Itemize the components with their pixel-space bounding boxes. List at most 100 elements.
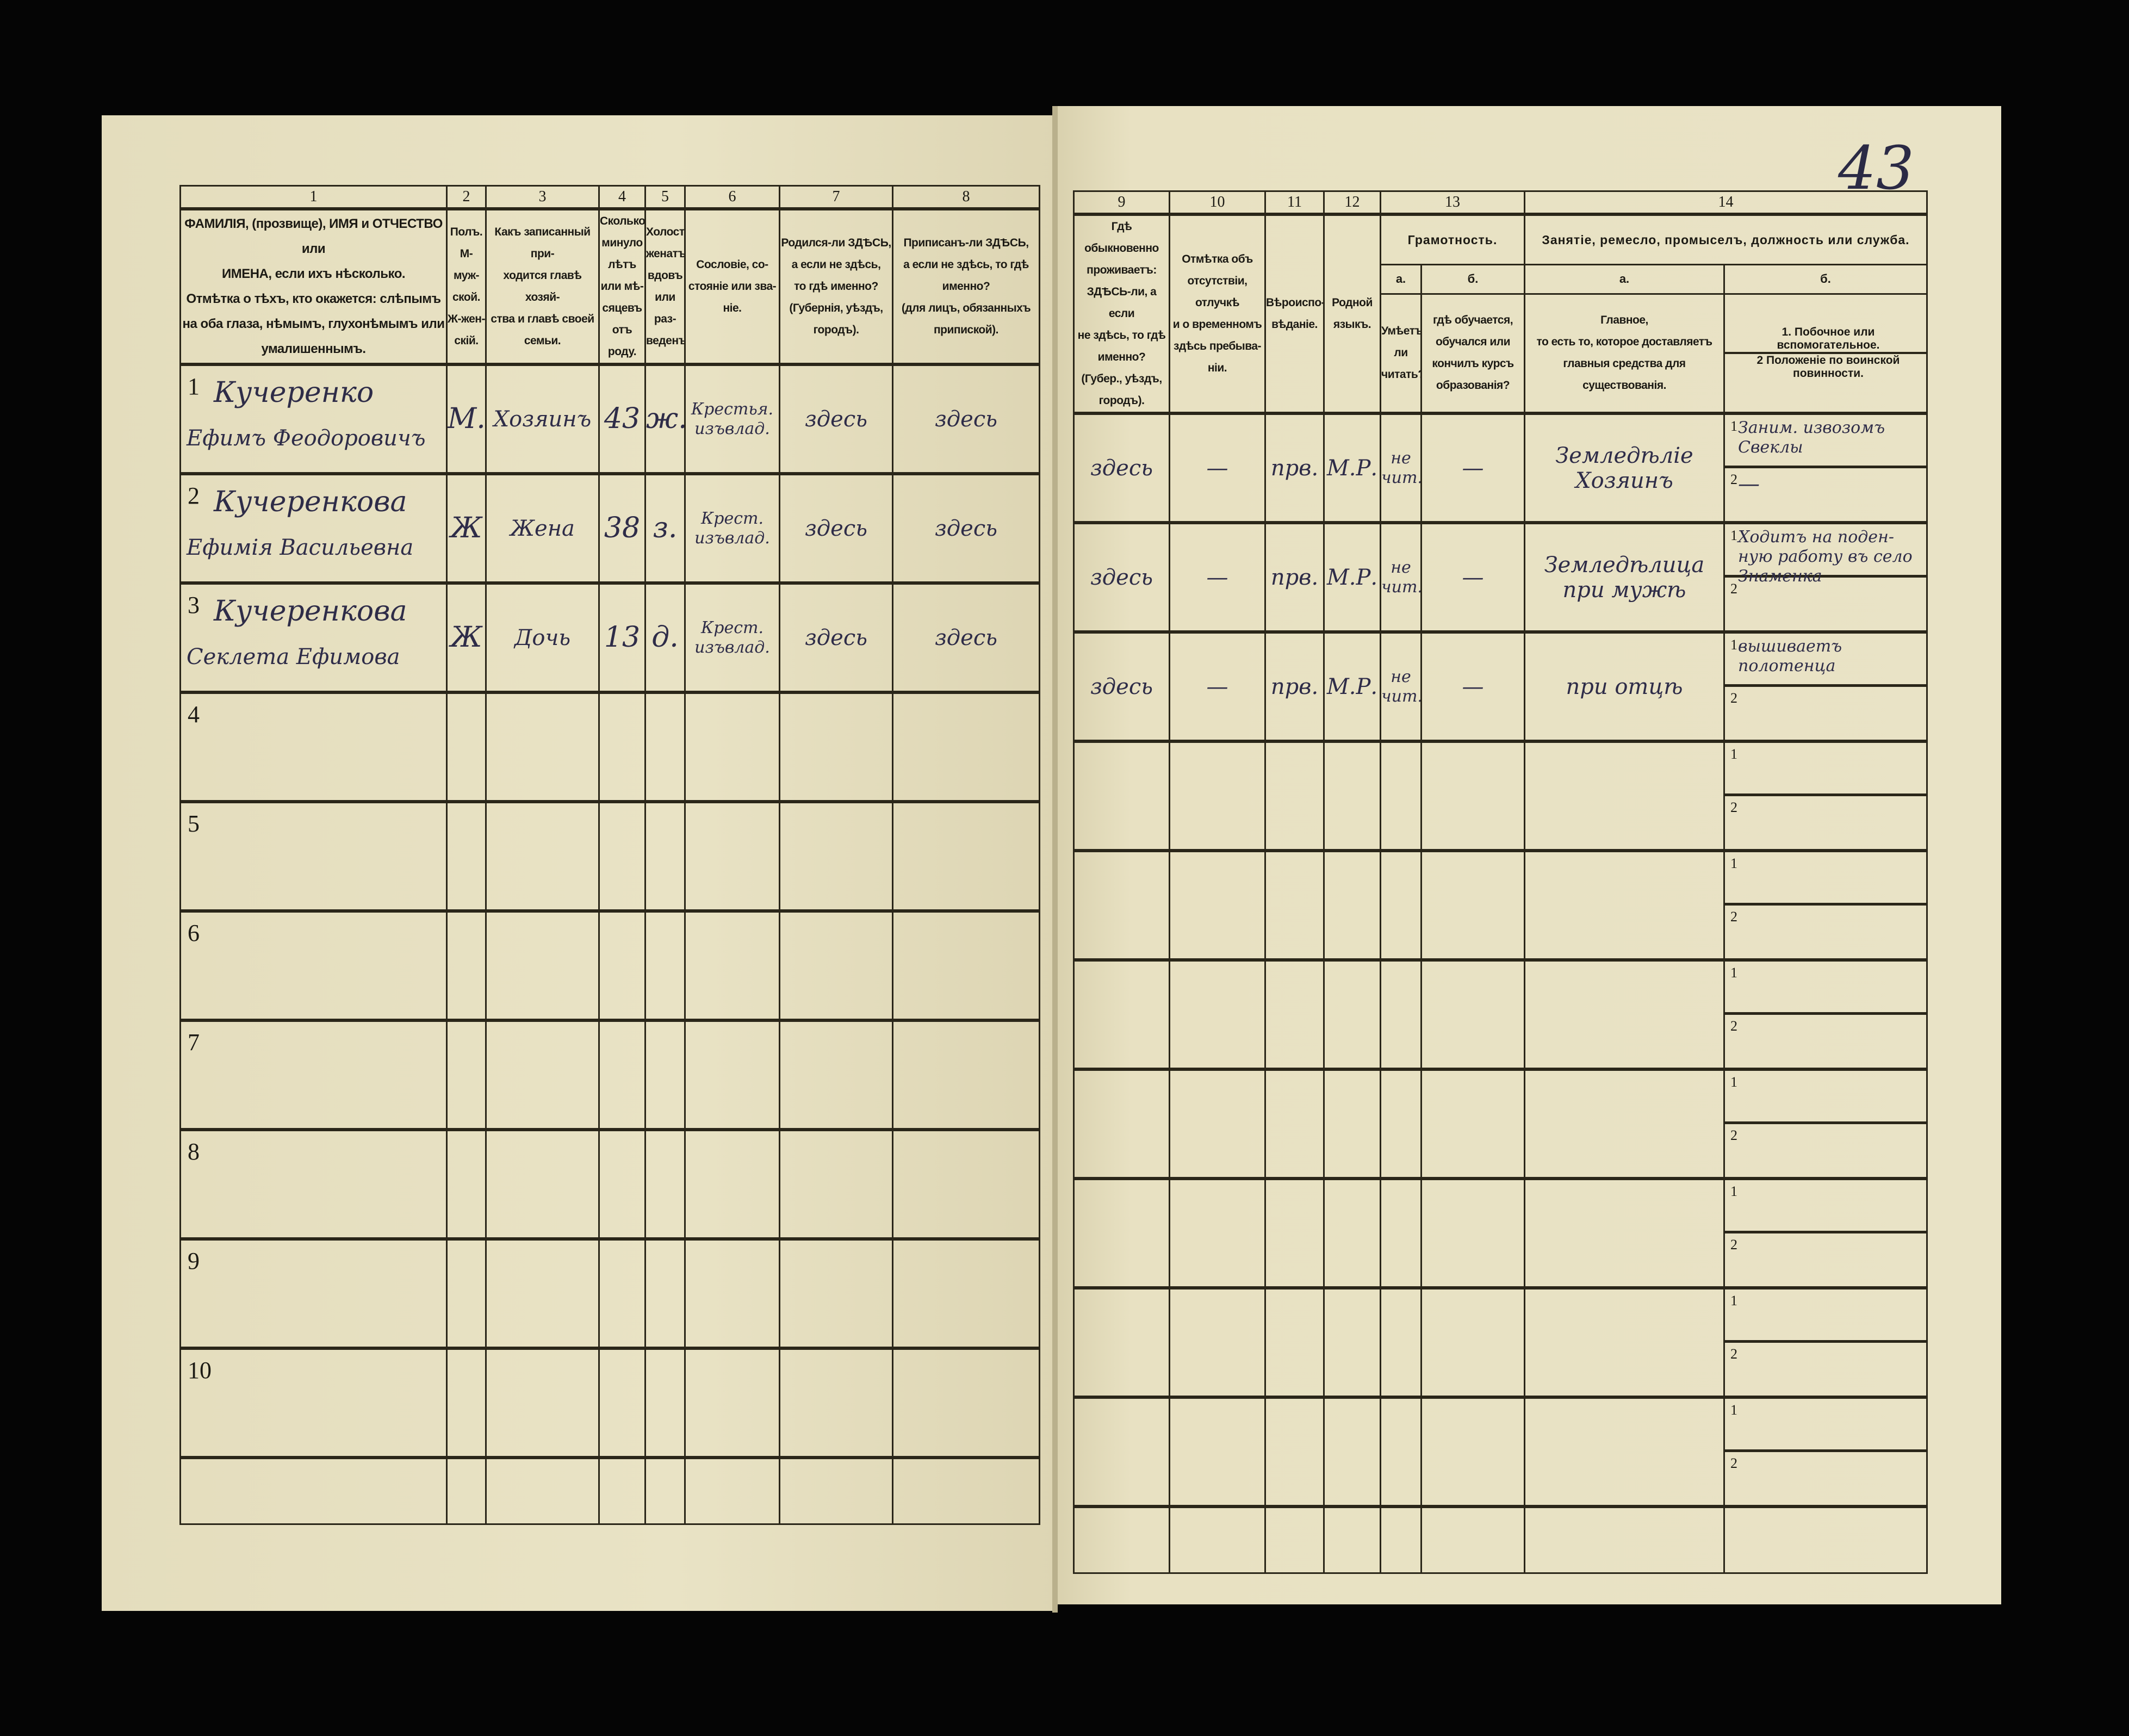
military-status: 2: [1726, 1124, 1926, 1177]
occupation_main: Земледѣлица при мужѣ: [1544, 552, 1705, 603]
relation-cell: [485, 1347, 600, 1459]
table-row: здесь — прв. М.Р. не чит. — Земледѣліе Хозяинъ…: [1073, 412, 1928, 524]
surname: Кучеренкова: [214, 595, 407, 628]
column-header-14a: Главное, то есть то, которое доставляетъ…: [1524, 293, 1725, 414]
born: здесь: [804, 625, 868, 650]
sex-cell: [446, 1128, 487, 1240]
registered-cell: [892, 1347, 1040, 1459]
military-status-header: 2 Положеніе по воинской повинности.: [1756, 354, 1900, 380]
education-cell: [1420, 740, 1525, 852]
column-header-1: ФАМИЛІЯ, (прозвище), ИМЯ и ОТЧЕСТВО или …: [179, 208, 448, 365]
literacy-cell: не чит.: [1380, 630, 1422, 742]
registered-cell: здесь: [892, 581, 1040, 693]
literacy-cell: не чит.: [1380, 412, 1422, 524]
religion-cell: [1264, 1286, 1325, 1398]
age-cell: [598, 1347, 646, 1459]
absence-cell: [1169, 1068, 1266, 1180]
occupation_main-cell: [1524, 1286, 1725, 1398]
relation-cell: [485, 909, 600, 1021]
side-occupation: 1: [1725, 1291, 1926, 1343]
marital-cell: [644, 1128, 686, 1240]
born-cell: [779, 691, 893, 803]
military-status: 2: [1726, 796, 1926, 850]
language-cell: [1323, 1068, 1381, 1180]
column-header-2: Полъ. М-муж- ской. Ж-жен- скій.: [446, 208, 487, 365]
occupation_main-cell: Земледѣліе Хозяинъ: [1524, 412, 1725, 524]
education-cell: [1420, 1177, 1525, 1289]
side-occupation-text: вышиваетъ полотенца: [1738, 637, 1842, 675]
relation-cell: Жена: [485, 472, 600, 584]
born-cell: [779, 1128, 893, 1240]
empty-cell: [1323, 1505, 1381, 1574]
column-header-4: Сколько минуло лѣтъ или мѣ- сяцевъ отъ р…: [598, 208, 646, 365]
sex-cell: [446, 1347, 487, 1459]
estate-cell: [684, 1347, 780, 1459]
name-cell: 10: [179, 1347, 448, 1459]
name-cell: 6: [179, 909, 448, 1021]
military-status: 2: [1726, 578, 1926, 631]
estate-cell: Крест. изъвлад.: [684, 472, 780, 584]
header-text-row: ФАМИЛІЯ, (прозвище), ИМЯ и ОТЧЕСТВО или …: [179, 208, 1040, 365]
column-number-4: 4: [598, 185, 646, 210]
sub-column-letter: а.: [1380, 264, 1422, 295]
sub-label: 2: [1730, 1018, 1737, 1034]
literacy: не чит.: [1381, 667, 1422, 706]
estate: Крест. изъвлад.: [694, 509, 770, 548]
absence: —: [1206, 674, 1228, 699]
name-cell: 5: [179, 800, 448, 912]
empty-cell: [446, 1456, 487, 1525]
name-cell: 7: [179, 1019, 448, 1131]
sub-label: 2: [1730, 1127, 1737, 1143]
header-number-row: 9 10 11 12 13 14: [1073, 190, 1928, 216]
sub-label: 2: [1730, 1346, 1737, 1362]
occupation_main-cell: [1524, 958, 1725, 1070]
born-cell: здесь: [779, 363, 893, 475]
age: 38: [604, 511, 641, 544]
row-number: 6: [188, 920, 200, 946]
marital-cell: ж.: [644, 363, 686, 475]
occupation-group-header: Занятіе, ремесло, промыселъ, должность и…: [1524, 213, 1928, 266]
sub-label: 2: [1730, 908, 1737, 925]
column-number-8: 8: [892, 185, 1040, 210]
language-cell: М.Р.: [1323, 412, 1381, 524]
religion-cell: прв.: [1264, 521, 1325, 633]
literacy-cell: [1380, 849, 1422, 961]
literacy: не чит.: [1381, 448, 1422, 487]
absence-cell: —: [1169, 521, 1266, 633]
born-cell: [779, 800, 893, 912]
row-number: 7: [188, 1029, 200, 1056]
education: —: [1462, 674, 1484, 699]
header-group-row: Гдѣ обыкновенно проживаетъ: ЗДѢСЬ-ли, а …: [1073, 213, 1928, 414]
side-occupation: 1: [1725, 854, 1926, 906]
surname: Кучеренко: [214, 376, 374, 409]
absence-cell: [1169, 849, 1266, 961]
religion-cell: прв.: [1264, 412, 1325, 524]
column-header-10: Отмѣтка объ отсутствіи, отлучкѣ и о врем…: [1169, 213, 1266, 414]
table-row: 9: [179, 1237, 1040, 1349]
row-number: 2: [188, 482, 200, 509]
sex: М.: [448, 402, 486, 435]
sex-cell: Ж: [446, 472, 487, 584]
empty-cell: [684, 1456, 780, 1525]
sub-label: 1: [1730, 1402, 1737, 1418]
occupation-side-cell: 1 Ходитъ на поден- ную работу въ село Зна…: [1723, 521, 1928, 633]
estate-cell: [684, 909, 780, 1021]
absence: —: [1206, 565, 1228, 590]
relation: Жена: [510, 516, 575, 541]
empty-cell: [644, 1456, 686, 1525]
estate-cell: [684, 800, 780, 912]
side-occupation: 1 Заним. извозомъ Свеклы: [1725, 417, 1926, 468]
empty-cell: [1380, 1505, 1422, 1574]
religion-cell: [1264, 1396, 1325, 1508]
registered-cell: [892, 1019, 1040, 1131]
absence: —: [1206, 455, 1228, 481]
absence-cell: [1169, 1286, 1266, 1398]
occupation-side-cell: 1 Заним. извозомъ Свеклы 2—: [1723, 412, 1928, 524]
